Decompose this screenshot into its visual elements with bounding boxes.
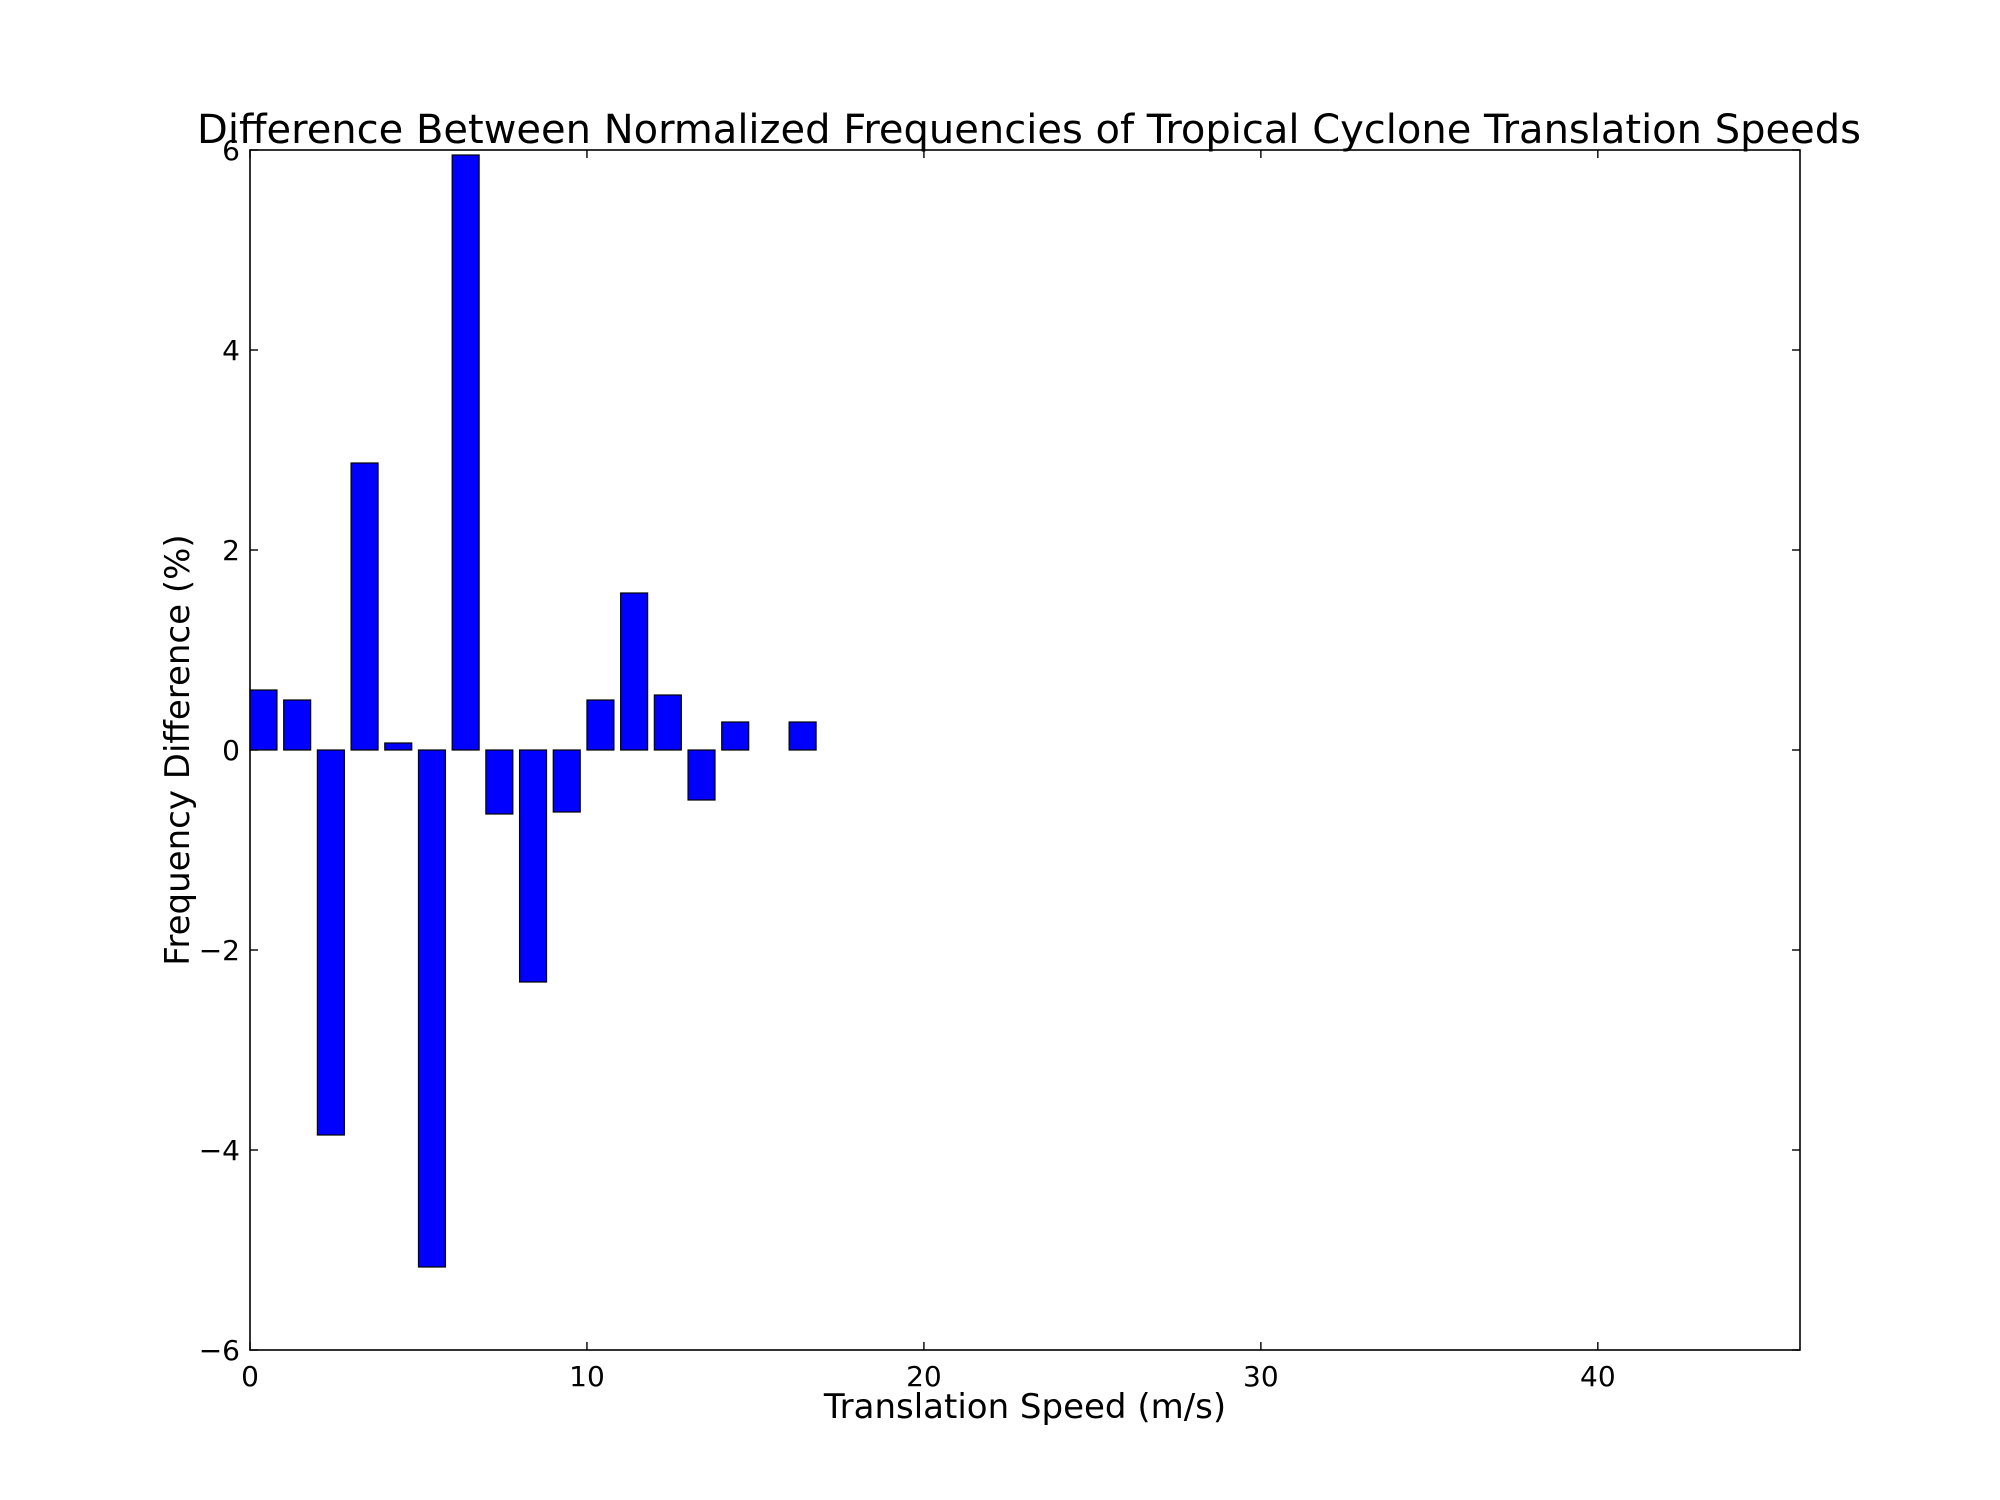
y-tick-label: 0: [222, 734, 240, 767]
plot-frame: [249, 149, 1801, 1351]
bar-10: [586, 699, 615, 751]
x-axis-label: Translation Speed (m/s): [823, 1387, 1226, 1427]
bar-12: [653, 694, 682, 751]
bar-4: [384, 742, 413, 751]
x-tick-label: 10: [569, 1360, 605, 1393]
bar-0: [249, 689, 278, 751]
x-tick-label: 30: [1243, 1360, 1279, 1393]
x-tick-label: 20: [906, 1360, 942, 1393]
bar-14: [721, 721, 750, 751]
bar-3: [350, 462, 379, 751]
x-tick-label: 0: [241, 1360, 259, 1393]
chart-title: Difference Between Normalized Frequencie…: [197, 107, 1861, 153]
y-tick-label: 4: [222, 334, 240, 367]
y-tick-label: 2: [222, 534, 240, 567]
y-axis-label: Frequency Difference (%): [158, 534, 198, 965]
x-axis: 0 10 20 30 40: [241, 150, 1616, 1393]
bar-5: [417, 749, 447, 1268]
bar-8: [518, 749, 548, 983]
bar-16: [788, 721, 817, 751]
x-tick-label: 40: [1580, 1360, 1616, 1393]
bar-9: [552, 749, 581, 813]
bar-2: [316, 749, 345, 1136]
bar-7: [485, 749, 514, 815]
y-tick-label: −2: [199, 934, 240, 967]
bar-1: [283, 699, 312, 751]
bar-6: [451, 154, 480, 751]
bar-13: [687, 749, 716, 801]
bar-11: [620, 592, 649, 751]
y-tick-label: −4: [199, 1134, 240, 1167]
bars-group: [249, 154, 817, 1268]
y-tick-label: 6: [222, 134, 240, 167]
y-tick-label: −6: [199, 1334, 240, 1367]
y-axis: −6 −4 −2 0 2 4 6: [199, 134, 1800, 1367]
